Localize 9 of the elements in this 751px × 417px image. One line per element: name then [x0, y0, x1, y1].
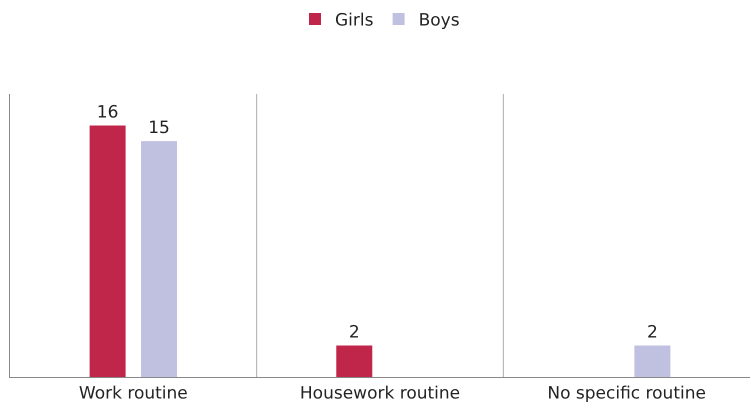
data-label: 16: [96, 102, 118, 122]
data-label: 2: [348, 322, 360, 343]
data-label: 2: [646, 322, 658, 343]
data-label: 15: [148, 118, 170, 138]
x-tick-label: Housework routine: [300, 383, 460, 404]
x-tick-label: Work routine: [78, 383, 188, 404]
legend-label: Girls: [335, 10, 374, 31]
x-tick-label: No specific routine: [547, 383, 706, 404]
legend-label: Boys: [418, 10, 460, 31]
